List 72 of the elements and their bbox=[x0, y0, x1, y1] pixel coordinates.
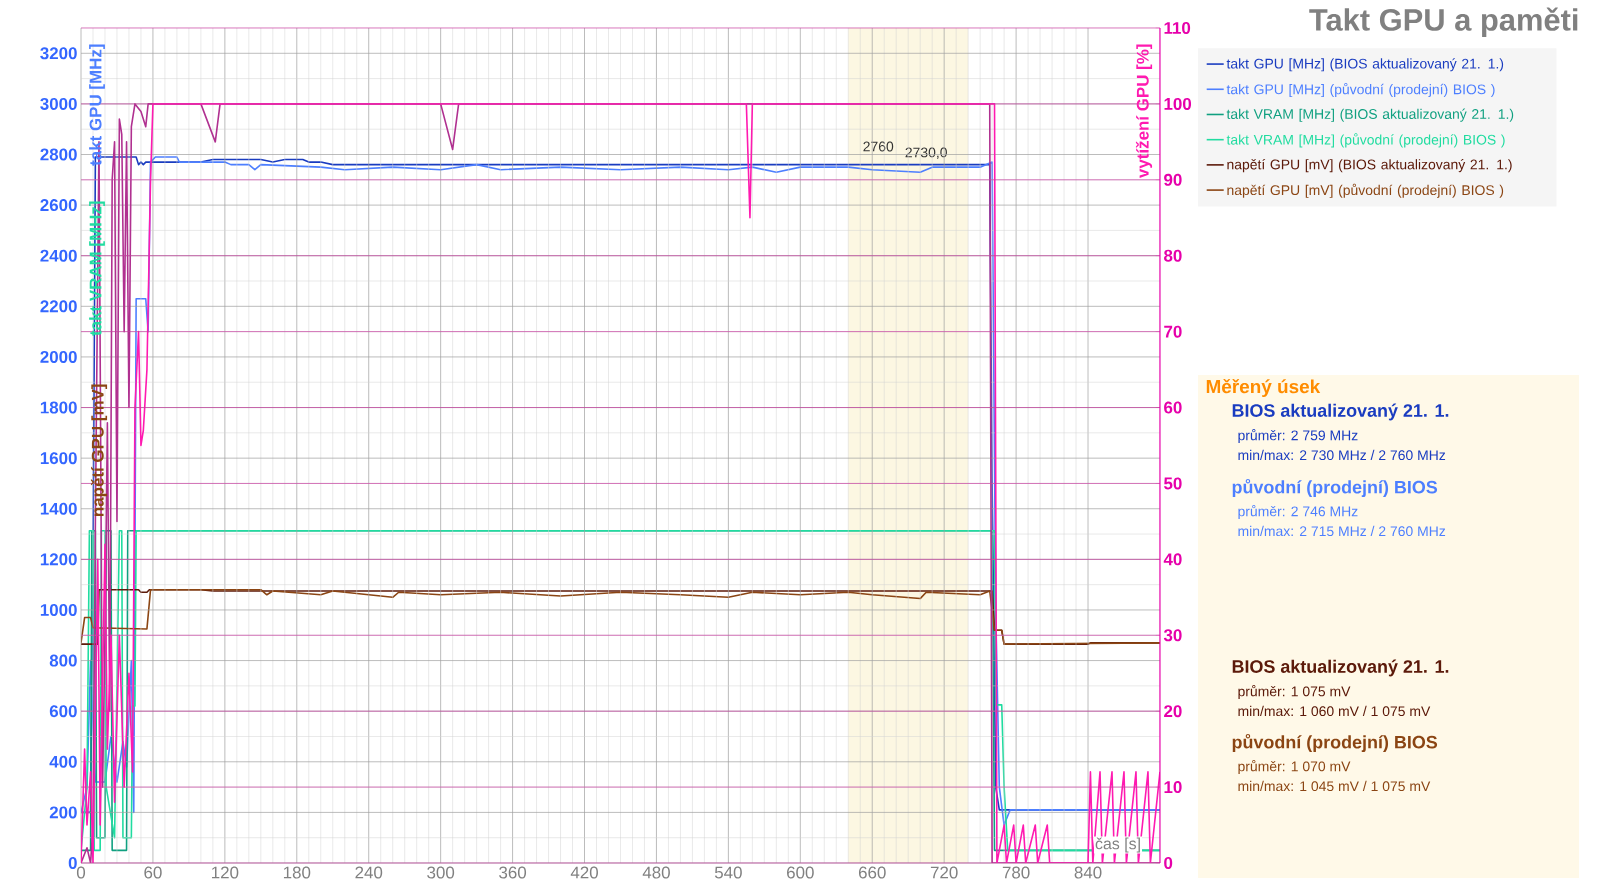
y2-tick-label: 50 bbox=[1164, 477, 1182, 490]
y-tick-label: 2200 bbox=[40, 300, 77, 313]
x-tick-label: 60 bbox=[144, 866, 162, 879]
y-tick-label: 0 bbox=[68, 857, 77, 869]
y2-tick-label: 30 bbox=[1163, 629, 1182, 642]
y-tick-label: 1000 bbox=[40, 603, 77, 616]
x-tick-label: 780 bbox=[1002, 866, 1030, 879]
y2-tick-label: 70 bbox=[1164, 325, 1182, 338]
legend-label: napětí GPU [mV] (původní (prodejní) BIOS ) bbox=[1227, 183, 1504, 198]
text: průměr: 2 746 MHz bbox=[1238, 504, 1358, 520]
text: min/max: 2 715 MHz / 2 760 MHz bbox=[1238, 525, 1446, 537]
text: min/max: 1 060 mV / 1 075 mV bbox=[1238, 705, 1431, 717]
y-tick-label: 400 bbox=[49, 755, 77, 768]
y-axis-title: takt GPU [MHz] bbox=[89, 44, 105, 166]
y-tick-label: 1200 bbox=[40, 553, 77, 566]
legend-label: napětí GPU [mV] (BIOS aktualizovaný 21. 1.) bbox=[1227, 158, 1512, 173]
annotation: 2730,0 bbox=[905, 147, 947, 160]
line-series bbox=[81, 588, 1160, 645]
x-tick-label: 360 bbox=[499, 866, 527, 879]
y-tick-label: 800 bbox=[49, 654, 77, 667]
y2-tick-label: 0 bbox=[1164, 857, 1173, 869]
annotation: takt VRAM [MHz] bbox=[89, 201, 105, 336]
y-tick-label: 1600 bbox=[40, 452, 77, 465]
text: průměr: 1 075 mV bbox=[1238, 684, 1351, 700]
text: Takt GPU a paměti bbox=[1309, 7, 1578, 37]
y2-tick-label: 60 bbox=[1164, 401, 1182, 414]
y2-tick-label: 110 bbox=[1164, 21, 1191, 34]
text: BIOS aktualizovaný 21. 1. bbox=[1232, 659, 1449, 677]
y2-tick-label: 40 bbox=[1163, 553, 1182, 566]
y2-tick-label: 100 bbox=[1164, 97, 1192, 110]
y-tick-label: 2000 bbox=[40, 350, 77, 363]
x-tick-label: 480 bbox=[642, 866, 670, 879]
x-axis-title: čas [s] bbox=[1095, 837, 1140, 853]
y-tick-label: 3200 bbox=[40, 47, 77, 60]
x-tick-label: 600 bbox=[787, 866, 814, 879]
x-tick-label: 720 bbox=[930, 866, 958, 879]
text: původní (prodejní) BIOS bbox=[1232, 733, 1438, 753]
annotation: napětí GPU [mV] bbox=[90, 384, 108, 517]
legend-label: takt GPU [MHz] (BIOS aktualizovaný 21. 1.) bbox=[1226, 58, 1504, 72]
y-tick-label: 200 bbox=[49, 806, 77, 819]
y2-tick-label: 80 bbox=[1164, 249, 1182, 262]
text: původní (prodejní) BIOS bbox=[1232, 478, 1438, 498]
text: Měřený úsek bbox=[1206, 378, 1321, 398]
legend-label: takt GPU [MHz] (původní (prodejní) BIOS ) bbox=[1226, 82, 1495, 98]
x-tick-label: 0 bbox=[76, 866, 86, 879]
y-tick-label: 600 bbox=[49, 705, 77, 718]
x-tick-label: 120 bbox=[212, 866, 239, 879]
y-tick-label: 1800 bbox=[40, 401, 77, 414]
y2-tick-label: 20 bbox=[1164, 705, 1182, 718]
x-tick-label: 840 bbox=[1074, 866, 1102, 879]
y2-tick-label: 90 bbox=[1164, 173, 1182, 186]
text: min/max: 2 730 MHz / 2 760 MHz bbox=[1238, 449, 1446, 461]
y2-tick-label: 10 bbox=[1164, 781, 1182, 794]
y-tick-label: 2800 bbox=[40, 148, 77, 161]
x-tick-label: 660 bbox=[858, 866, 886, 879]
x-tick-label: 420 bbox=[570, 866, 598, 879]
annotation: 2760 bbox=[863, 141, 894, 152]
x-tick-label: 240 bbox=[355, 866, 383, 879]
y-tick-label: 2400 bbox=[40, 249, 77, 262]
y2-axis-title: vytížení GPU [%] bbox=[1135, 44, 1153, 179]
y-tick-label: 3000 bbox=[40, 97, 77, 110]
legend-label: takt VRAM [MHz] (původní (prodejní) BIOS ) bbox=[1226, 133, 1505, 148]
legend-label: takt VRAM [MHz] (BIOS aktualizovaný 21. 1.) bbox=[1226, 108, 1514, 122]
y-tick-label: 2600 bbox=[40, 199, 77, 212]
text: min/max: 1 045 mV / 1 075 mV bbox=[1238, 780, 1431, 792]
y-tick-label: 1400 bbox=[40, 502, 77, 515]
text: průměr: 1 070 mV bbox=[1238, 759, 1351, 775]
text: BIOS aktualizovaný 21. 1. bbox=[1232, 403, 1449, 421]
x-tick-label: 540 bbox=[714, 866, 742, 879]
x-tick-label: 300 bbox=[427, 866, 455, 879]
x-tick-label: 180 bbox=[283, 866, 311, 879]
text: průměr: 2 759 MHz bbox=[1238, 428, 1358, 444]
